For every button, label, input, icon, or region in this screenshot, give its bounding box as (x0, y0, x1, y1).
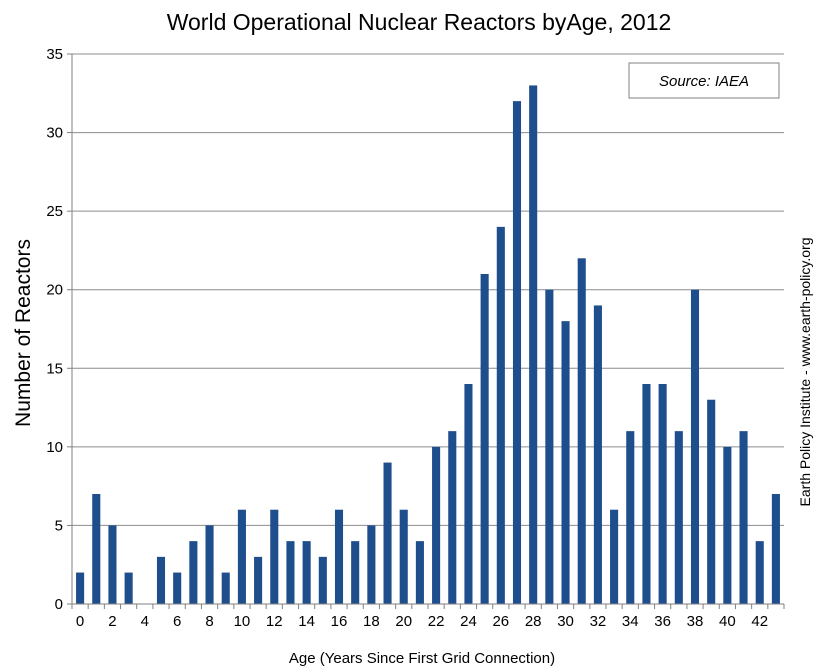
bar-age-13 (286, 541, 295, 604)
y-tick-label: 35 (46, 46, 63, 63)
bar-age-1 (92, 494, 101, 604)
bar-age-43 (771, 494, 780, 604)
x-tick-label: 20 (395, 613, 412, 630)
x-tick-label: 16 (331, 613, 348, 630)
x-tick-label: 18 (363, 613, 380, 630)
bar-age-6 (173, 572, 182, 604)
bar-age-29 (545, 289, 554, 604)
x-tick-label: 0 (76, 613, 84, 630)
bar-age-38 (690, 289, 700, 604)
y-tick-label: 20 (46, 282, 63, 299)
x-tick-label: 24 (460, 613, 477, 630)
x-tick-label: 22 (428, 613, 445, 630)
x-tick-label: 30 (557, 613, 574, 630)
x-axis-title: Age (Years Since First Grid Connection) (289, 650, 555, 667)
bar-age-10 (237, 509, 246, 604)
x-tick-label: 6 (173, 613, 181, 630)
source-box: Source: IAEA (628, 62, 780, 99)
x-tick-label: 32 (590, 613, 607, 630)
y-tick-labels: 0 5 10 15 20 25 30 35 (46, 46, 63, 613)
bar-age-33 (610, 509, 619, 604)
y-tick-label: 10 (46, 439, 63, 456)
bar-age-37 (674, 431, 683, 604)
y-tick-label: 5 (55, 517, 63, 534)
x-tick-label: 28 (525, 613, 542, 630)
source-note: Source: IAEA (659, 73, 749, 90)
x-tick-labels: 0 2 4 6 8 10 12 14 16 18 20 22 24 26 28 30 32 34 36 38 40 42 (71, 604, 785, 630)
bar-age-2 (108, 525, 117, 604)
x-tick-label: 36 (654, 613, 671, 630)
bar-age-21 (415, 541, 424, 604)
bar-age-17 (351, 541, 360, 604)
y-tick-label: 30 (46, 125, 63, 142)
bar-age-24 (464, 384, 473, 604)
x-tick-label: 4 (141, 613, 149, 630)
bar-age-25 (480, 274, 489, 604)
bar-age-9 (221, 572, 230, 604)
bar-age-16 (334, 509, 344, 604)
bar-age-19 (383, 462, 392, 604)
credit-text: Earth Policy Institute - www.earth-polic… (797, 238, 813, 507)
bar-age-36 (658, 384, 667, 604)
bar-age-42 (755, 541, 764, 604)
x-tick-label: 2 (108, 613, 116, 630)
x-tick-label: 12 (266, 613, 283, 630)
bar-age-32 (593, 305, 602, 604)
bar-age-7 (189, 541, 198, 604)
x-tick-label: 10 (234, 613, 251, 630)
x-tick-label: 14 (298, 613, 315, 630)
x-tick-label: 26 (492, 613, 509, 630)
bar-age-14 (302, 541, 311, 604)
bar-age-15 (318, 556, 327, 604)
bar-age-27 (512, 101, 522, 604)
bar-age-40 (723, 446, 732, 604)
bar-age-11 (254, 556, 263, 604)
bar-age-20 (399, 509, 408, 604)
gridlines (67, 53, 784, 605)
bar-age-23 (448, 431, 457, 604)
bar-age-28 (529, 85, 538, 605)
bar-age-31 (577, 258, 586, 604)
y-axis-title: Number of Reactors (12, 239, 35, 427)
bar-age-8 (205, 525, 214, 604)
x-tick-label: 8 (205, 613, 213, 630)
bar-age-30 (561, 321, 570, 604)
bar-age-18 (367, 525, 376, 604)
x-tick-label: 34 (622, 613, 639, 630)
x-tick-label: 38 (687, 613, 704, 630)
bar-age-12 (270, 509, 279, 604)
y-tick-label: 0 (55, 596, 63, 613)
bar-age-35 (642, 384, 651, 604)
bars (76, 85, 780, 605)
y-tick-label: 15 (46, 360, 63, 377)
bar-age-26 (496, 226, 505, 605)
bar-age-22 (432, 446, 441, 604)
bar-age-5 (156, 556, 166, 604)
bar-age-0 (76, 572, 85, 604)
x-tick-label: 42 (751, 613, 768, 630)
bar-age-41 (739, 431, 748, 604)
bar-age-39 (707, 399, 716, 604)
x-tick-label: 40 (719, 613, 736, 630)
bar-age-3 (124, 572, 133, 604)
y-tick-label: 25 (46, 203, 63, 220)
bar-age-34 (626, 431, 635, 604)
chart-title: World Operational Nuclear Reactors byAge… (167, 9, 672, 35)
